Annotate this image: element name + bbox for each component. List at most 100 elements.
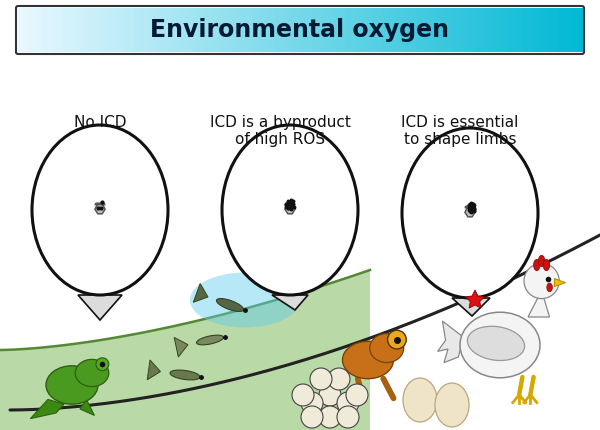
Bar — [212, 8, 216, 52]
Bar — [55, 8, 58, 52]
Bar — [376, 8, 379, 52]
Bar — [69, 8, 72, 52]
Bar — [86, 8, 89, 52]
Bar — [74, 8, 78, 52]
Bar — [362, 8, 365, 52]
Bar — [523, 8, 526, 52]
Bar — [559, 8, 563, 52]
Bar — [529, 8, 532, 52]
Bar — [331, 8, 334, 52]
Bar — [458, 8, 461, 52]
Bar — [32, 8, 35, 52]
Ellipse shape — [533, 259, 540, 270]
Bar — [486, 8, 490, 52]
Bar — [252, 8, 256, 52]
Bar — [106, 8, 109, 52]
Bar — [297, 8, 301, 52]
Bar — [382, 8, 385, 52]
Bar — [351, 8, 354, 52]
Bar — [388, 8, 391, 52]
Bar — [193, 8, 196, 52]
Bar — [342, 8, 346, 52]
Bar — [187, 8, 191, 52]
Bar — [545, 8, 548, 52]
Circle shape — [301, 392, 323, 414]
Bar — [179, 8, 182, 52]
Bar — [38, 8, 41, 52]
Bar — [35, 8, 38, 52]
Polygon shape — [452, 298, 490, 316]
Bar — [119, 8, 123, 52]
Bar — [568, 8, 571, 52]
Bar — [540, 8, 543, 52]
Bar — [204, 8, 208, 52]
Bar — [148, 8, 151, 52]
Ellipse shape — [435, 383, 469, 427]
Ellipse shape — [460, 312, 540, 378]
Bar — [494, 8, 498, 52]
Bar — [41, 8, 44, 52]
Bar — [164, 8, 168, 52]
Bar — [255, 8, 258, 52]
Polygon shape — [465, 206, 475, 217]
Bar — [26, 8, 30, 52]
Circle shape — [337, 406, 359, 428]
Bar — [176, 8, 179, 52]
Circle shape — [346, 384, 368, 406]
Bar — [418, 8, 422, 52]
Bar — [404, 8, 407, 52]
Bar — [83, 8, 86, 52]
Bar — [421, 8, 425, 52]
Bar — [128, 8, 131, 52]
Bar — [43, 8, 47, 52]
Bar — [410, 8, 413, 52]
Bar — [444, 8, 447, 52]
Text: Environmental oxygen: Environmental oxygen — [151, 18, 449, 42]
Bar — [323, 8, 326, 52]
Bar — [229, 8, 233, 52]
Bar — [461, 8, 464, 52]
Polygon shape — [78, 295, 122, 320]
Bar — [334, 8, 337, 52]
Bar — [207, 8, 210, 52]
Bar — [182, 8, 185, 52]
Bar — [537, 8, 540, 52]
Ellipse shape — [217, 298, 244, 311]
Bar — [136, 8, 140, 52]
Bar — [365, 8, 368, 52]
Bar — [396, 8, 399, 52]
Polygon shape — [174, 338, 188, 357]
Bar — [91, 8, 95, 52]
Bar — [108, 8, 112, 52]
Bar — [401, 8, 405, 52]
Bar — [424, 8, 427, 52]
Bar — [427, 8, 430, 52]
Bar — [433, 8, 436, 52]
Bar — [571, 8, 574, 52]
Bar — [345, 8, 349, 52]
Bar — [449, 8, 453, 52]
Bar — [154, 8, 157, 52]
Bar — [517, 8, 520, 52]
Bar — [232, 8, 236, 52]
Bar — [227, 8, 230, 52]
Bar — [162, 8, 165, 52]
Bar — [277, 8, 281, 52]
Bar — [340, 8, 343, 52]
Bar — [356, 8, 360, 52]
Text: No ICD: No ICD — [74, 115, 126, 130]
Bar — [199, 8, 202, 52]
Polygon shape — [0, 270, 370, 430]
Bar — [520, 8, 523, 52]
Ellipse shape — [370, 334, 404, 362]
Bar — [475, 8, 478, 52]
Bar — [337, 8, 340, 52]
Bar — [484, 8, 487, 52]
Ellipse shape — [190, 273, 300, 328]
Bar — [314, 8, 317, 52]
Bar — [283, 8, 286, 52]
Bar — [21, 8, 24, 52]
Bar — [551, 8, 554, 52]
Bar — [210, 8, 213, 52]
Bar — [66, 8, 69, 52]
